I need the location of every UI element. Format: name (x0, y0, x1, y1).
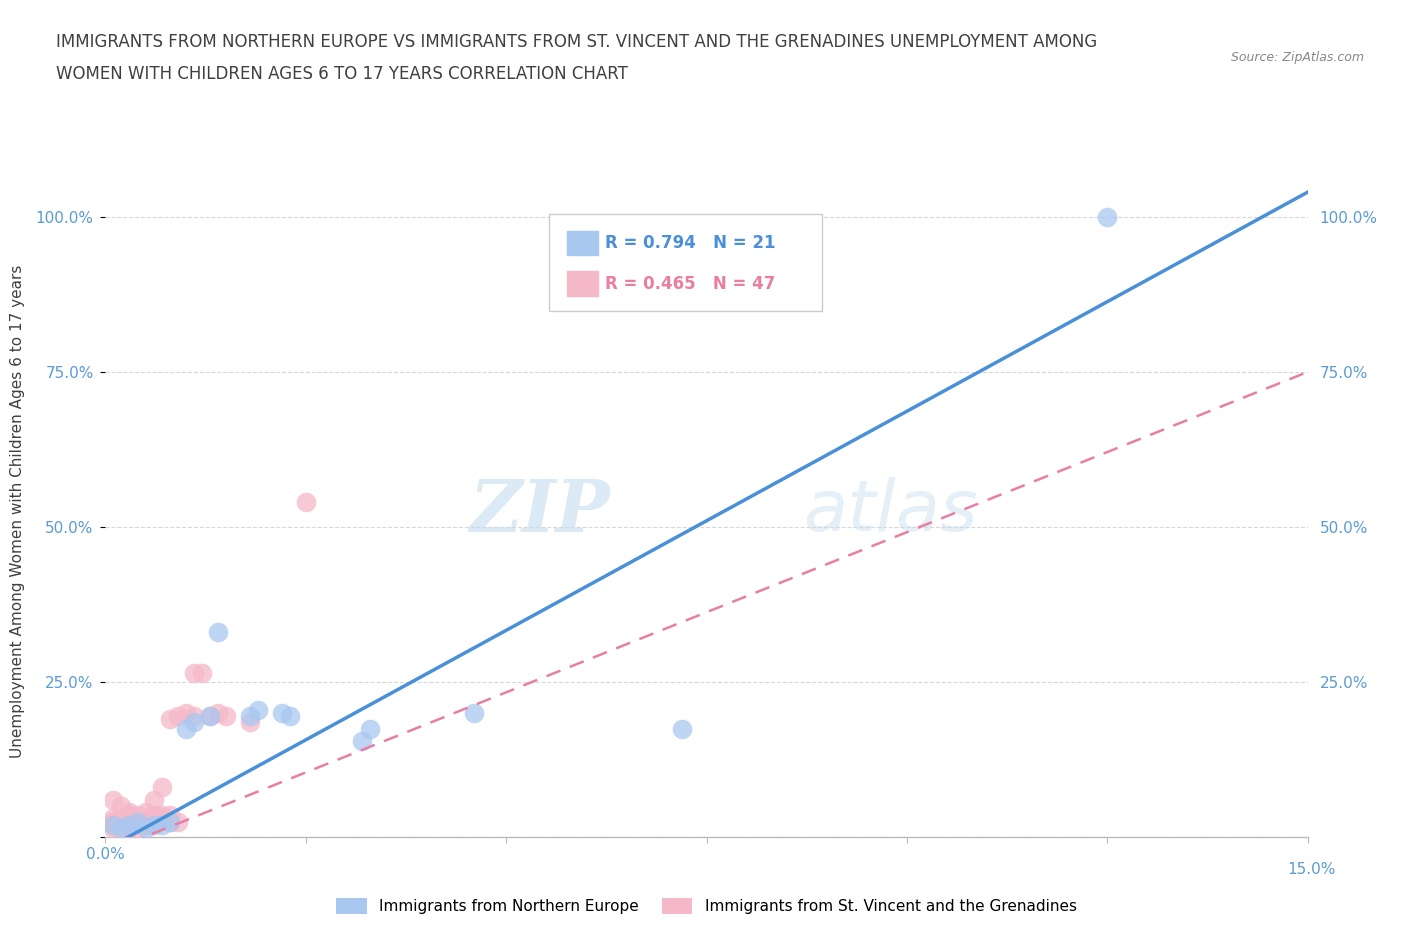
Point (127, 814, 149, 829)
Point (142, 811, 165, 826)
Point (150, 808, 173, 823)
Point (135, 820, 157, 835)
Point (183, 715, 205, 730)
Point (350, 734, 373, 749)
Point (159, 711, 181, 726)
Point (463, 706, 485, 721)
Text: 15.0%: 15.0% (1288, 862, 1336, 877)
Point (127, 820, 149, 835)
Point (174, 721, 197, 736)
Point (103, 817, 125, 832)
Point (110, 820, 132, 835)
Point (159, 814, 181, 829)
Point (246, 702, 269, 717)
Point (359, 721, 381, 736)
Point (295, 495, 318, 510)
Point (207, 625, 229, 640)
Text: Source: ZipAtlas.com: Source: ZipAtlas.com (1230, 51, 1364, 64)
Text: IMMIGRANTS FROM NORTHERN EUROPE VS IMMIGRANTS FROM ST. VINCENT AND THE GRENADINE: IMMIGRANTS FROM NORTHERN EUROPE VS IMMIG… (56, 33, 1098, 50)
Point (103, 814, 125, 829)
Point (103, 811, 125, 826)
Text: ZIP: ZIP (470, 476, 610, 547)
Point (118, 811, 141, 826)
Point (110, 811, 132, 826)
Y-axis label: Unemployment Among Women with Children Ages 6 to 17 years: Unemployment Among Women with Children A… (10, 265, 24, 758)
Point (150, 811, 173, 826)
Point (214, 709, 236, 724)
Text: WOMEN WITH CHILDREN AGES 6 TO 17 YEARS CORRELATION CHART: WOMEN WITH CHILDREN AGES 6 TO 17 YEARS C… (56, 65, 628, 83)
Point (118, 804, 141, 819)
Point (207, 706, 229, 721)
Point (174, 706, 197, 721)
Point (127, 814, 149, 829)
Point (278, 709, 301, 724)
Point (183, 665, 205, 680)
Point (1097, 209, 1119, 224)
Point (118, 814, 141, 829)
Point (118, 817, 141, 832)
Point (150, 817, 173, 832)
Point (142, 814, 165, 829)
Text: R = 0.794   N = 21: R = 0.794 N = 21 (606, 234, 776, 252)
Point (142, 792, 165, 807)
Point (103, 792, 125, 807)
Text: atlas: atlas (803, 477, 977, 546)
Point (198, 709, 221, 724)
Text: R = 0.465   N = 47: R = 0.465 N = 47 (606, 274, 776, 293)
Point (150, 780, 173, 795)
Point (183, 709, 205, 724)
Point (190, 665, 212, 680)
Point (110, 817, 132, 832)
Point (110, 799, 132, 814)
Point (142, 817, 165, 832)
Point (103, 817, 125, 832)
Legend: Immigrants from Northern Europe, Immigrants from St. Vincent and the Grenadines: Immigrants from Northern Europe, Immigra… (330, 892, 1083, 921)
Point (103, 817, 125, 832)
Point (127, 817, 149, 832)
Point (103, 820, 125, 835)
Point (159, 808, 181, 823)
Point (142, 808, 165, 823)
Point (110, 814, 132, 829)
Point (135, 804, 157, 819)
Point (270, 706, 292, 721)
Point (118, 817, 141, 832)
Point (671, 721, 693, 736)
Point (135, 817, 157, 832)
Point (135, 811, 157, 826)
Point (135, 814, 157, 829)
Point (166, 814, 188, 829)
Point (118, 808, 141, 823)
Point (239, 715, 262, 730)
Point (118, 820, 141, 835)
Point (127, 808, 149, 823)
Point (159, 814, 181, 829)
Point (110, 820, 132, 835)
Point (166, 709, 188, 724)
Point (198, 709, 221, 724)
Point (239, 709, 262, 724)
Point (103, 814, 125, 829)
